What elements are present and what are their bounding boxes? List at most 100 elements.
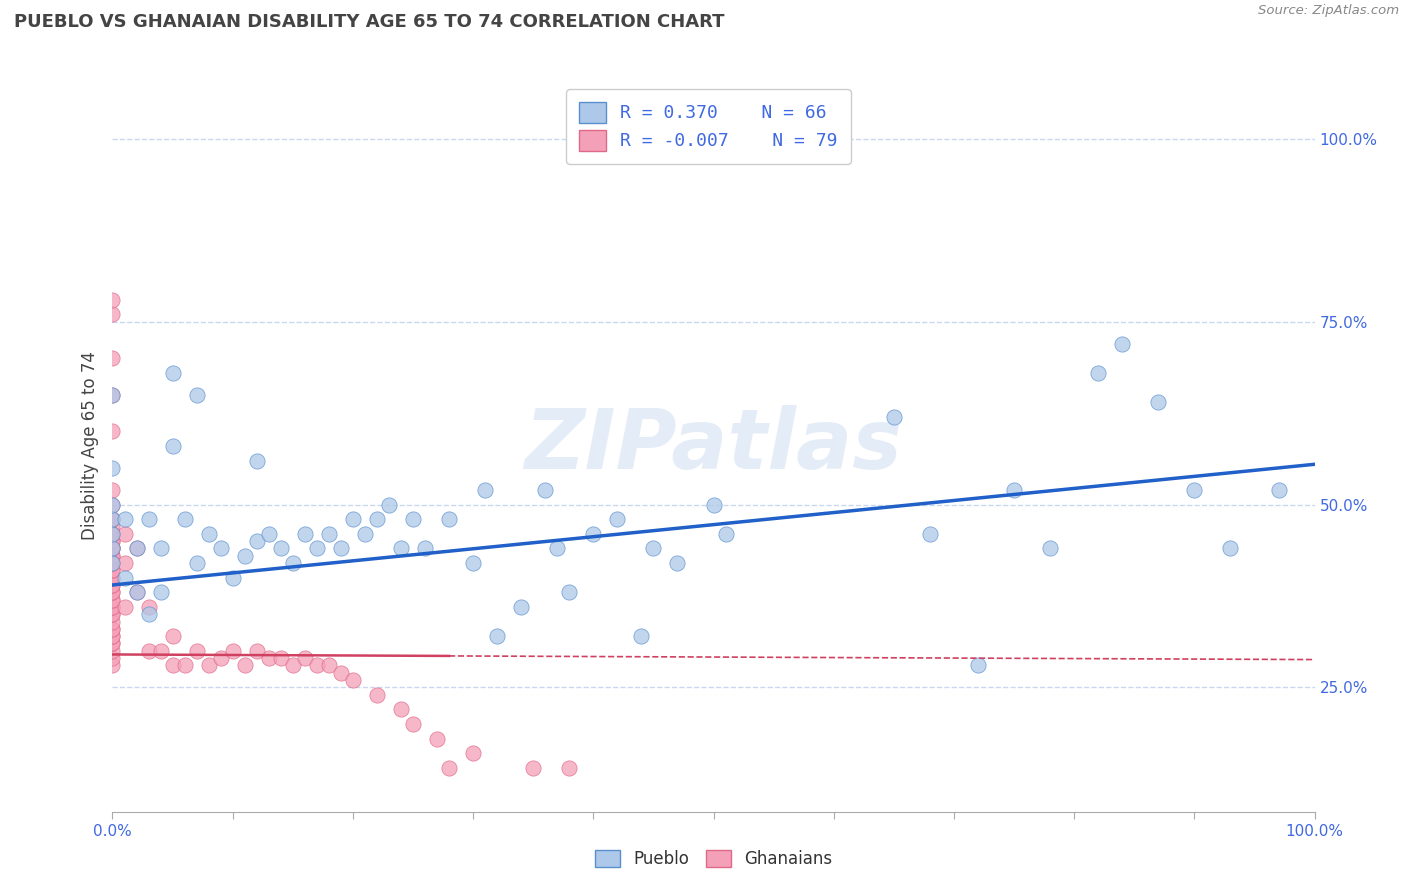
Point (246, 534, 269, 549)
Point (101, 549, 124, 563)
Point (294, 651, 316, 665)
Point (281, 658, 304, 673)
Point (246, 453, 269, 467)
Point (101, 541, 124, 556)
Point (186, 556, 208, 570)
Point (402, 512, 425, 526)
Point (101, 571, 124, 585)
Point (294, 526, 316, 541)
Point (149, 541, 172, 556)
Point (1267, 483, 1289, 497)
Point (101, 541, 124, 556)
Point (329, 541, 352, 556)
Point (534, 483, 557, 497)
Point (186, 644, 208, 658)
Point (101, 534, 124, 549)
Point (101, 592, 124, 607)
Point (101, 483, 124, 497)
Point (101, 351, 124, 366)
Point (461, 746, 484, 760)
Point (606, 512, 628, 526)
Point (114, 599, 136, 614)
Point (114, 571, 136, 585)
Point (101, 615, 124, 629)
Point (101, 307, 124, 321)
Text: PUEBLO VS GHANAIAN DISABILITY AGE 65 TO 74 CORRELATION CHART: PUEBLO VS GHANAIAN DISABILITY AGE 65 TO … (14, 13, 724, 31)
Point (101, 541, 124, 556)
Point (257, 651, 280, 665)
Point (630, 629, 652, 643)
Point (101, 629, 124, 643)
Point (389, 702, 412, 716)
Point (162, 629, 184, 643)
Text: ZIPatlas: ZIPatlas (524, 406, 903, 486)
Point (101, 512, 124, 526)
Point (101, 556, 124, 570)
Point (222, 644, 245, 658)
Point (918, 526, 941, 541)
Point (558, 761, 581, 775)
Point (342, 512, 364, 526)
Point (101, 585, 124, 599)
Point (318, 526, 340, 541)
Point (101, 636, 124, 650)
Point (101, 556, 124, 570)
Point (101, 592, 124, 607)
Point (101, 519, 124, 533)
Point (233, 658, 256, 673)
Point (101, 526, 124, 541)
Point (546, 541, 568, 556)
Point (101, 658, 124, 673)
Point (186, 388, 208, 402)
Point (101, 578, 124, 592)
Point (173, 658, 195, 673)
Point (149, 644, 172, 658)
Point (101, 651, 124, 665)
Point (257, 526, 280, 541)
Point (366, 688, 388, 702)
Point (329, 665, 352, 680)
Point (1219, 541, 1241, 556)
Point (101, 622, 124, 636)
Point (246, 644, 269, 658)
Text: Source: ZipAtlas.com: Source: ZipAtlas.com (1258, 4, 1399, 18)
Point (1039, 541, 1062, 556)
Point (101, 629, 124, 643)
Point (162, 366, 184, 380)
Point (162, 658, 184, 673)
Point (114, 556, 136, 570)
Point (1111, 336, 1133, 351)
Point (101, 425, 124, 439)
Legend: Pueblo, Ghanaians: Pueblo, Ghanaians (586, 842, 841, 877)
Point (125, 585, 148, 599)
Point (138, 512, 160, 526)
Point (967, 658, 990, 673)
Point (101, 498, 124, 512)
Point (270, 651, 292, 665)
Point (378, 498, 401, 512)
Point (101, 585, 124, 599)
Point (1147, 395, 1170, 409)
Point (101, 541, 124, 556)
Point (426, 731, 449, 746)
Point (354, 526, 377, 541)
Point (101, 563, 124, 577)
Point (366, 512, 388, 526)
Point (101, 512, 124, 526)
Point (270, 541, 292, 556)
Point (233, 549, 256, 563)
Point (101, 461, 124, 475)
Point (197, 658, 219, 673)
Point (138, 607, 160, 622)
Point (558, 585, 581, 599)
Point (437, 512, 460, 526)
Point (101, 622, 124, 636)
Point (101, 607, 124, 622)
Point (101, 388, 124, 402)
Point (101, 549, 124, 563)
Point (101, 293, 124, 307)
Point (1087, 366, 1109, 380)
Point (522, 761, 544, 775)
Point (582, 526, 605, 541)
Point (101, 526, 124, 541)
